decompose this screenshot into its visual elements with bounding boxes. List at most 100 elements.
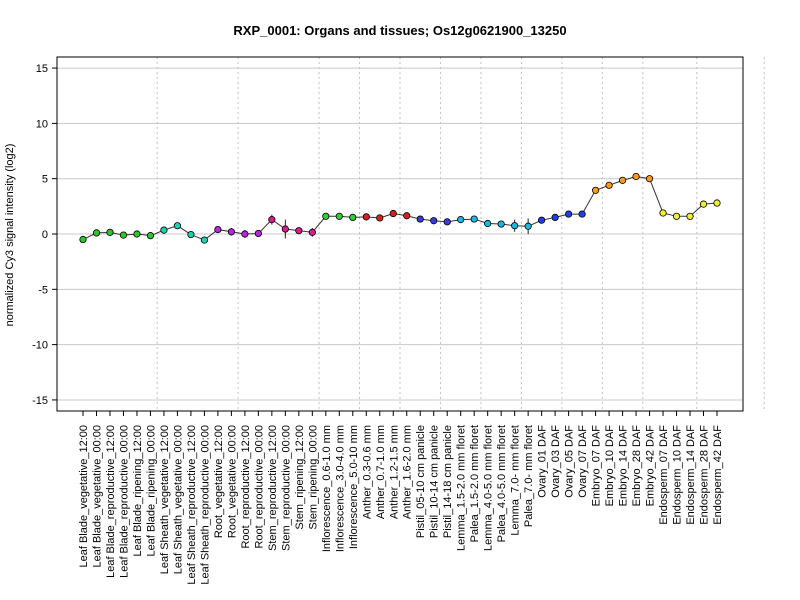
data-point bbox=[443, 218, 451, 226]
data-point bbox=[672, 212, 681, 220]
data-point bbox=[92, 229, 101, 237]
data-point bbox=[376, 214, 384, 222]
data-point bbox=[133, 230, 141, 238]
y-tick-label: 0 bbox=[42, 229, 48, 241]
data-point bbox=[160, 226, 168, 234]
data-point bbox=[416, 215, 424, 223]
x-tick-label: Endosperm_07 DAF bbox=[658, 425, 670, 525]
data-point bbox=[106, 228, 114, 236]
data-point bbox=[511, 222, 519, 230]
x-tick-label: Lemma_4.0-5.0 mm floret bbox=[483, 425, 495, 551]
data-point bbox=[457, 216, 465, 224]
data-point bbox=[295, 227, 303, 235]
data-point bbox=[578, 210, 586, 218]
data-point bbox=[497, 220, 505, 228]
x-tick-label: Embryo_42 DAF bbox=[645, 425, 657, 507]
data-point bbox=[241, 230, 249, 238]
x-tick-label: Endosperm_42 DAF bbox=[712, 425, 724, 525]
x-tick-label: Palea_4.0-5.0 mm floret bbox=[496, 425, 508, 542]
data-point bbox=[308, 228, 316, 236]
x-tick-label: Embryo_10 DAF bbox=[604, 425, 616, 507]
x-tick-label: Endosperm_28 DAF bbox=[699, 425, 711, 525]
data-point bbox=[119, 231, 128, 239]
x-tick-label: Pistil_10-14 cm panicle bbox=[429, 425, 441, 538]
data-point bbox=[254, 229, 262, 238]
data-point bbox=[389, 209, 397, 218]
x-tick-label: Anther_0.7-1.0 mm bbox=[375, 425, 387, 519]
data-point bbox=[484, 219, 492, 228]
data-point bbox=[645, 175, 654, 183]
x-tick-label: Palea_7.0- mm floret bbox=[523, 425, 535, 527]
x-tick-label: Lemma_7.0- mm floret bbox=[510, 425, 522, 536]
data-point bbox=[659, 209, 667, 217]
data-point bbox=[281, 225, 289, 233]
x-tick-label: Pistil_05-10 cm panicle bbox=[415, 425, 427, 538]
x-tick-label: Stem_reproductive_00:00 bbox=[280, 425, 292, 551]
data-point bbox=[591, 186, 600, 194]
x-tick-label: Root_vegetative_12:00 bbox=[213, 425, 225, 538]
y-tick-label: 10 bbox=[36, 118, 48, 130]
x-tick-label: Leaf Blade_ripening_00:00 bbox=[145, 425, 157, 557]
x-tick-label: Ovary_07 DAF bbox=[577, 425, 589, 498]
x-tick-label: Embryo_07 DAF bbox=[591, 425, 603, 507]
data-point bbox=[699, 200, 708, 208]
x-tick-label: Anther_1.6-2.0 mm bbox=[402, 425, 414, 519]
x-tick-label: Endosperm_14 DAF bbox=[685, 425, 697, 525]
data-point bbox=[538, 216, 546, 224]
chart-title: RXP_0001: Organs and tissues; Os12g06219… bbox=[233, 23, 566, 38]
data-point bbox=[403, 212, 411, 220]
x-tick-label: Leaf Blade_vegetative_00:00 bbox=[91, 425, 103, 568]
y-tick-label: 5 bbox=[42, 174, 48, 186]
data-point bbox=[214, 225, 222, 234]
x-tick-label: Root_reproductive_00:00 bbox=[253, 425, 265, 549]
x-tick-label: Inflorescence_3.0-4.0 mm bbox=[334, 425, 346, 552]
x-tick-label: Palea_1.5-2.0 mm floret bbox=[469, 425, 481, 542]
data-point bbox=[335, 212, 343, 220]
data-point bbox=[322, 212, 330, 220]
data-point bbox=[79, 235, 87, 244]
data-point bbox=[565, 210, 573, 218]
data-point bbox=[605, 181, 613, 189]
data-point bbox=[362, 213, 370, 221]
x-tick-label: Embryo_14 DAF bbox=[618, 425, 630, 507]
y-tick-label: -15 bbox=[32, 395, 48, 407]
data-point bbox=[430, 217, 438, 225]
x-tick-label: Ovary_03 DAF bbox=[550, 425, 562, 498]
x-tick-label: Leaf Blade_vegetative_12:00 bbox=[78, 425, 90, 568]
y-axis-label: normalized Cy3 signal intensity (log2) bbox=[4, 144, 16, 327]
data-point bbox=[349, 213, 357, 222]
x-tick-label: Leaf Sheath_vegetative_12:00 bbox=[159, 425, 171, 574]
x-tick-label: Lemma_1.5-2.0 mm floret bbox=[456, 425, 468, 551]
data-point bbox=[173, 222, 182, 230]
x-tick-label: Inflorescence_0.6-1.0 mm bbox=[321, 425, 333, 552]
data-point bbox=[200, 236, 209, 244]
y-tick-label: 15 bbox=[36, 63, 48, 75]
data-point bbox=[686, 212, 694, 220]
y-tick-label: -10 bbox=[32, 340, 48, 352]
data-point bbox=[713, 199, 721, 207]
x-tick-label: Leaf Sheath_reproductive_00:00 bbox=[199, 425, 211, 585]
data-point bbox=[524, 222, 532, 230]
x-tick-label: Ovary_05 DAF bbox=[564, 425, 576, 498]
x-tick-label: Leaf Blade_ripening_12:00 bbox=[132, 425, 144, 557]
data-point bbox=[187, 230, 195, 239]
x-tick-label: Pistil_14-18 cm panicle bbox=[442, 425, 454, 538]
x-tick-label: Embryo_28 DAF bbox=[631, 425, 643, 507]
x-tick-label: Leaf Blade_reproductive_00:00 bbox=[118, 425, 130, 578]
data-point bbox=[146, 232, 155, 240]
data-point bbox=[632, 172, 640, 181]
data-point bbox=[551, 213, 559, 222]
x-tick-label: Root_vegetative_00:00 bbox=[226, 425, 238, 538]
x-tick-label: Root_reproductive_12:00 bbox=[240, 425, 252, 549]
x-tick-label: Anther_1.2-1.5 mm bbox=[388, 425, 400, 519]
plot-area: -15 -10 -5 0 5 10 15 Leaf Blade_vegetative_12:0… bbox=[32, 56, 765, 585]
x-tick-label: Stem_reproductive_12:00 bbox=[267, 425, 279, 551]
x-tick-label: Anther_0.3-0.6 mm bbox=[361, 425, 373, 519]
x-tick-label: Inflorescence_5.0-10 mm bbox=[348, 425, 360, 549]
y-tick-label: -5 bbox=[38, 284, 48, 296]
x-tick-label: Leaf Sheath_reproductive_12:00 bbox=[186, 425, 198, 585]
x-tick-label: Stem_ripening_12:00 bbox=[294, 425, 306, 530]
data-point bbox=[470, 215, 478, 223]
